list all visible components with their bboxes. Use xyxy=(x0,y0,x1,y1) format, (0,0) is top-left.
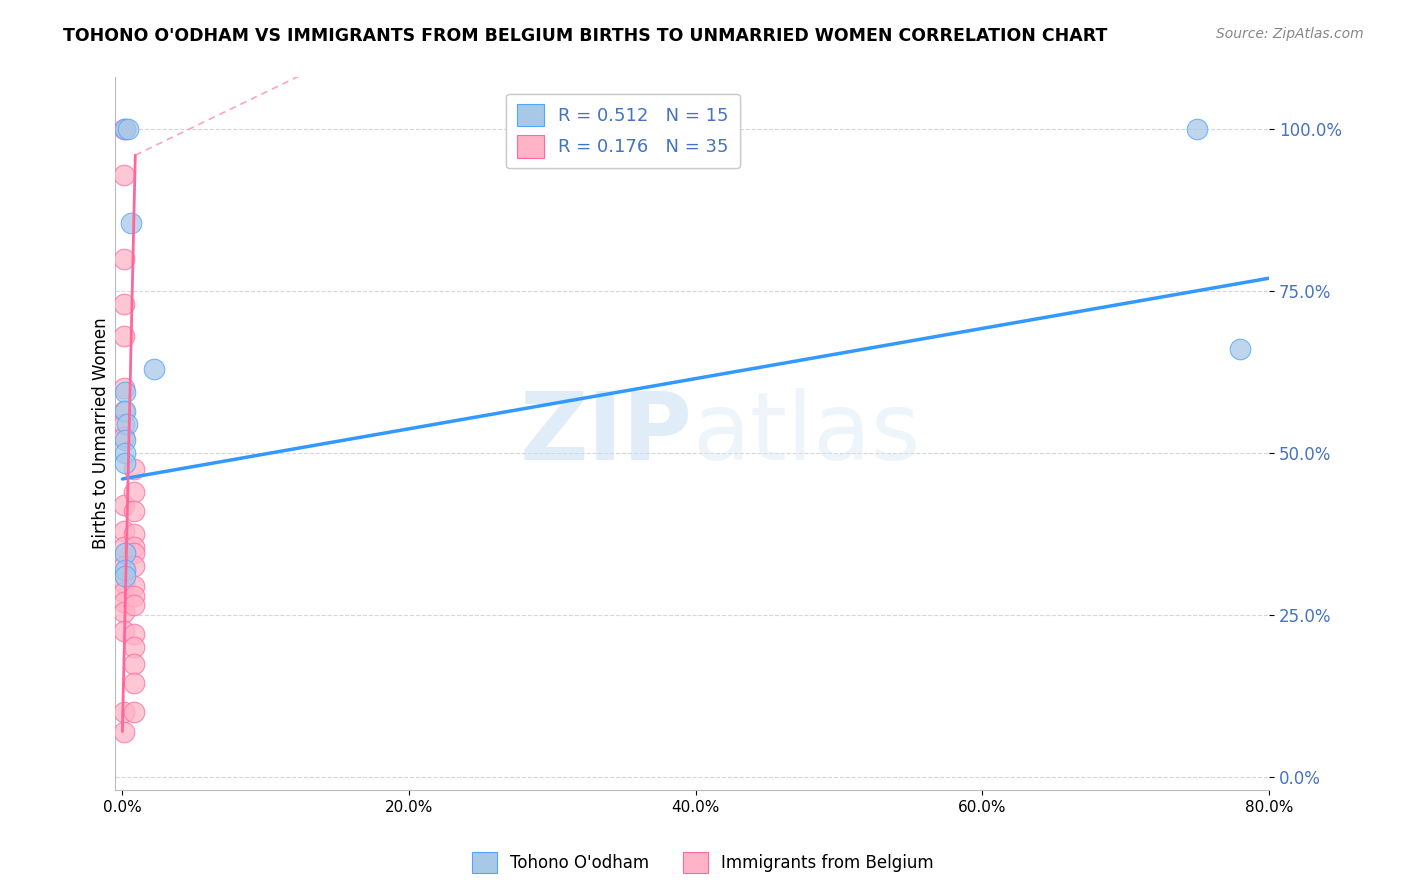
Point xyxy=(112,381,135,395)
Point xyxy=(112,575,135,590)
Point xyxy=(114,446,136,460)
Point xyxy=(112,297,135,311)
Point xyxy=(122,462,145,476)
Point xyxy=(122,599,145,613)
Point xyxy=(112,329,135,343)
Point xyxy=(114,404,136,418)
Point xyxy=(122,657,145,671)
Point xyxy=(117,122,139,136)
Point xyxy=(122,579,145,593)
Text: ZIP: ZIP xyxy=(519,388,692,480)
Point xyxy=(112,559,135,574)
Point xyxy=(122,640,145,655)
Point xyxy=(112,430,135,444)
Point xyxy=(112,540,135,554)
Point xyxy=(114,433,136,447)
Text: Source: ZipAtlas.com: Source: ZipAtlas.com xyxy=(1216,27,1364,41)
Point xyxy=(122,589,145,603)
Point xyxy=(114,569,136,583)
Point xyxy=(112,252,135,266)
Point xyxy=(112,724,135,739)
Text: atlas: atlas xyxy=(692,388,921,480)
Point xyxy=(112,417,135,431)
Point xyxy=(122,504,145,518)
Point xyxy=(114,122,136,136)
Point xyxy=(114,384,136,399)
Point xyxy=(122,627,145,641)
Point xyxy=(112,122,135,136)
Point xyxy=(122,705,145,719)
Point xyxy=(112,404,135,418)
Text: TOHONO O'ODHAM VS IMMIGRANTS FROM BELGIUM BIRTHS TO UNMARRIED WOMEN CORRELATION : TOHONO O'ODHAM VS IMMIGRANTS FROM BELGIU… xyxy=(63,27,1108,45)
Point xyxy=(1229,343,1251,357)
Point xyxy=(122,540,145,554)
Point xyxy=(142,362,165,376)
Point xyxy=(1187,122,1209,136)
Point xyxy=(122,559,145,574)
Y-axis label: Births to Unmarried Women: Births to Unmarried Women xyxy=(93,318,110,549)
Point xyxy=(122,676,145,690)
Point xyxy=(112,498,135,512)
Point xyxy=(114,563,136,577)
Point xyxy=(122,527,145,541)
Point xyxy=(112,585,135,599)
Point xyxy=(115,417,138,431)
Point xyxy=(112,524,135,538)
Point xyxy=(120,216,142,230)
Point xyxy=(114,456,136,470)
Point xyxy=(112,168,135,182)
Point xyxy=(114,546,136,560)
Point xyxy=(112,605,135,619)
Point xyxy=(122,484,145,499)
Legend: R = 0.512   N = 15, R = 0.176   N = 35: R = 0.512 N = 15, R = 0.176 N = 35 xyxy=(506,94,740,169)
Legend: Tohono O'odham, Immigrants from Belgium: Tohono O'odham, Immigrants from Belgium xyxy=(465,846,941,880)
Point xyxy=(112,595,135,609)
Point xyxy=(122,546,145,560)
Point xyxy=(112,624,135,639)
Point xyxy=(112,705,135,719)
